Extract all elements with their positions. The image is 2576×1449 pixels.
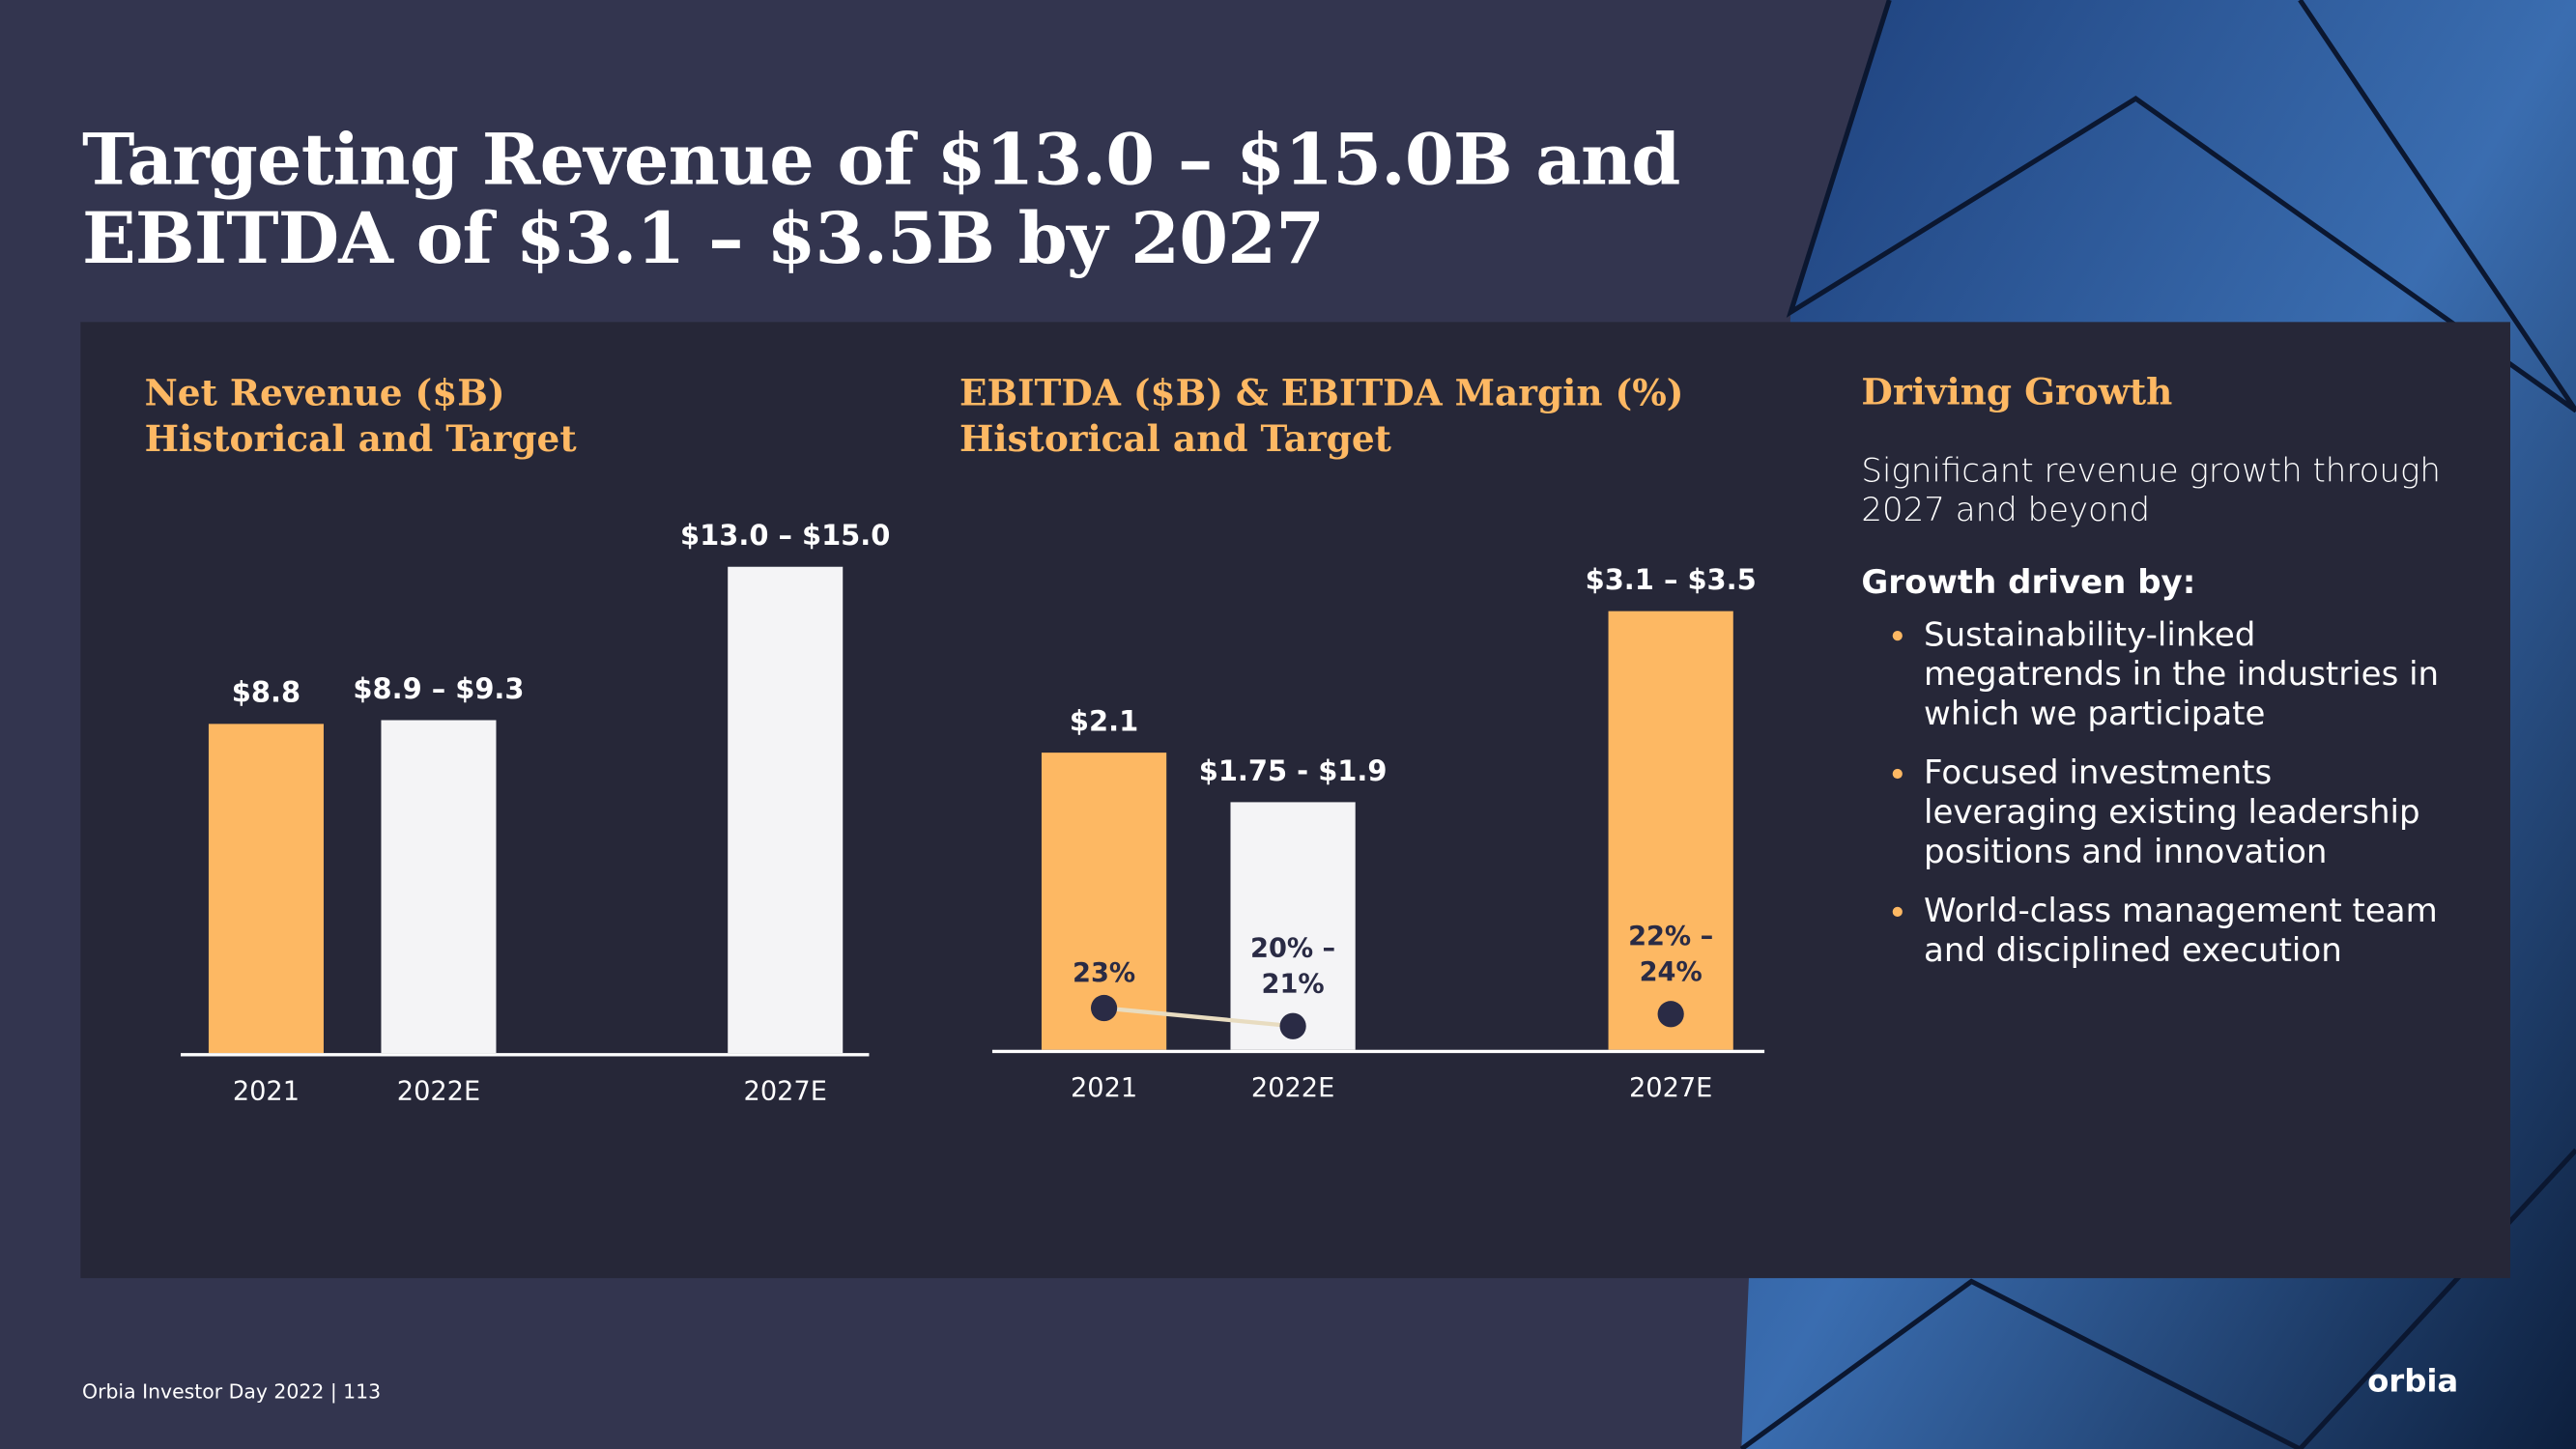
chart-title: Historical and Target xyxy=(145,417,578,460)
chart-title: Net Revenue ($B) xyxy=(145,371,505,413)
x-tick-label: 2027E xyxy=(744,1076,827,1106)
sidebar-text: Significant revenue growth through 2027 … xyxy=(1861,449,2441,529)
x-tick-label: 2021 xyxy=(1071,1073,1137,1103)
margin-label: 20% –21% xyxy=(1250,933,1335,999)
value-label: $8.8 xyxy=(232,676,301,709)
bar xyxy=(728,566,844,1054)
bar xyxy=(381,720,497,1054)
title-line: Targeting Revenue of $13.0 – $15.0B and xyxy=(82,120,1680,203)
slide-title: Targeting Revenue of $13.0 – $15.0B and … xyxy=(82,122,1680,279)
x-tick-label: 2022E xyxy=(1251,1073,1334,1103)
charts: Net Revenue ($B)Historical and Target$8.… xyxy=(145,371,1765,1106)
bar xyxy=(1230,802,1356,1050)
value-label: $13.0 – $15.0 xyxy=(680,519,890,552)
margin-label: 23% xyxy=(1073,957,1135,987)
x-tick-label: 2022E xyxy=(397,1076,480,1106)
margin-dot xyxy=(1090,994,1118,1022)
margin-dot xyxy=(1279,1012,1306,1039)
margin-label: 22% –24% xyxy=(1628,921,1713,986)
logo: orbia xyxy=(2367,1363,2459,1400)
sidebar-heading: Driving Growth xyxy=(1861,371,2173,414)
photo-lines xyxy=(1739,1148,2576,1449)
footer: Orbia Investor Day 2022 | 113 xyxy=(82,1379,382,1404)
photo-lines xyxy=(1786,0,2576,413)
x-tick-label: 2021 xyxy=(233,1076,300,1106)
margin-line xyxy=(1103,1006,1294,1029)
bullet: World-class management team and discipli… xyxy=(1924,891,2452,970)
margin-dot xyxy=(1657,1001,1684,1028)
bar xyxy=(208,724,324,1054)
bar xyxy=(1608,611,1733,1050)
value-label: $8.9 – $9.3 xyxy=(353,672,524,705)
value-label: $1.75 - $1.9 xyxy=(1199,754,1388,787)
sidebar-subheading: Growth driven by: xyxy=(1861,561,2196,602)
x-tick-label: 2027E xyxy=(1629,1073,1712,1103)
title-line: EBITDA of $3.1 – $3.5B by 2027 xyxy=(82,198,1325,281)
bullet: Sustainability-linked megatrends in the … xyxy=(1924,614,2452,732)
bullet-list: Sustainability-linked megatrends in the … xyxy=(1861,614,2452,969)
value-label: $3.1 – $3.5 xyxy=(1586,563,1757,596)
chart-title: EBITDA ($B) & EBITDA Margin (%) xyxy=(959,371,1684,413)
chart-title: Historical and Target xyxy=(959,417,1392,460)
bullet: Focused investments leveraging existing … xyxy=(1924,753,2452,870)
value-label: $2.1 xyxy=(1070,705,1138,738)
sidebar: Driving Growth Significant revenue growt… xyxy=(1861,371,2452,988)
